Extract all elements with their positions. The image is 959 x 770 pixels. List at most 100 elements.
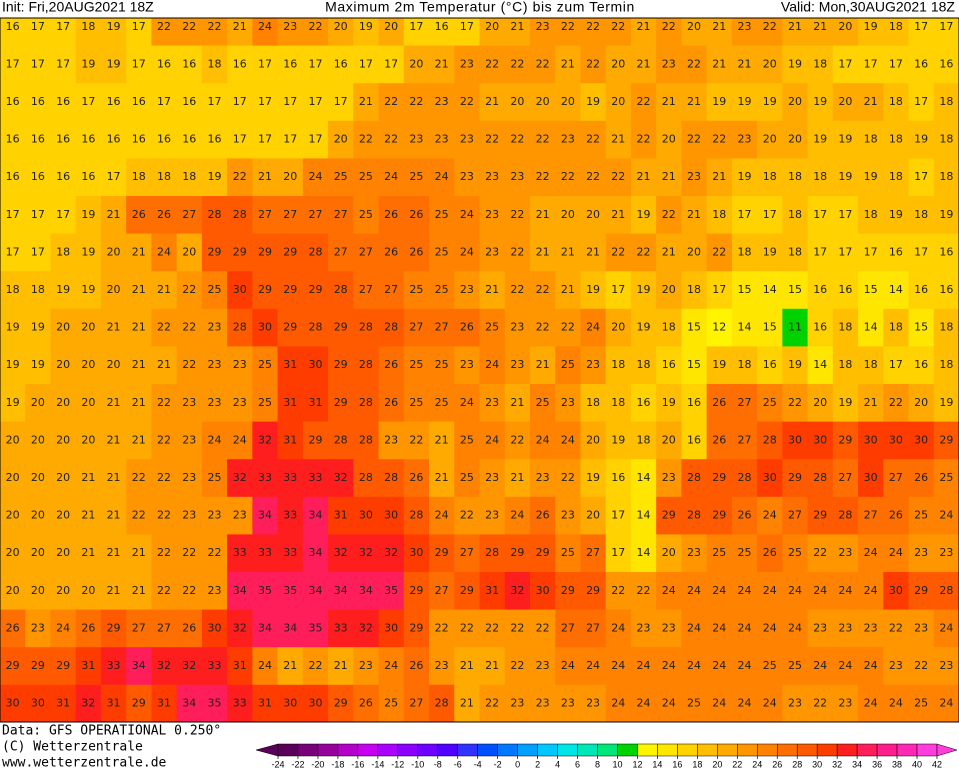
temperature-value: 24 [662, 659, 676, 672]
temperature-value: 23 [737, 133, 751, 146]
temperature-value: 29 [31, 659, 45, 672]
temperature-value: 18 [763, 170, 777, 183]
temperature-cell [302, 18, 329, 47]
temperature-value: 34 [258, 621, 272, 634]
colorbar-swatch [457, 743, 478, 757]
temperature-value: 23 [208, 509, 222, 522]
temperature-cell [706, 496, 733, 535]
temperature-value: 20 [510, 95, 524, 108]
temperature-cell [201, 647, 228, 686]
temperature-value: 23 [31, 621, 45, 634]
temperature-value: 18 [6, 283, 20, 296]
temperature-value: 20 [914, 396, 928, 409]
temperature-value: 22 [510, 245, 524, 258]
temperature-value: 29 [283, 321, 297, 334]
temperature-cell [555, 83, 581, 122]
temperature-value: 23 [788, 697, 802, 710]
temperature-value: 24 [687, 621, 701, 634]
temperature-value: 16 [132, 133, 146, 146]
temperature-cell [454, 421, 480, 460]
temperature-cell [681, 83, 708, 122]
temperature-value: 24 [384, 170, 398, 183]
temperature-cell [328, 271, 354, 310]
temperature-cell [75, 233, 102, 272]
temperature-value: 27 [409, 697, 423, 710]
temperature-value: 20 [56, 358, 70, 371]
temperature-cell [277, 459, 304, 498]
temperature-cell [605, 83, 632, 122]
temperature-value: 16 [157, 133, 171, 146]
temperature-cell [50, 572, 77, 611]
temperature-cell [328, 609, 354, 648]
temperature-value: 22 [813, 697, 827, 710]
temperature-value: 25 [258, 358, 272, 371]
temperature-value: 33 [283, 546, 297, 559]
temperature-value: 23 [182, 433, 196, 446]
temperature-cell [479, 271, 506, 310]
temperature-cell [782, 346, 809, 385]
temperature-cell [479, 18, 506, 47]
temperature-value: 18 [712, 208, 726, 221]
temperature-value: 16 [31, 95, 45, 108]
temperature-value: 20 [813, 396, 827, 409]
temperature-value: 16 [435, 20, 449, 33]
temperature-cell [656, 572, 682, 611]
temperature-value: 23 [561, 396, 575, 409]
temperature-cell [656, 196, 682, 235]
temperature-value: 20 [687, 20, 701, 33]
temperature-cell [681, 609, 708, 648]
temperature-cell [0, 233, 26, 272]
temperature-cell [757, 421, 783, 460]
temperature-cell [832, 233, 859, 272]
temperature-cell [302, 346, 329, 385]
colorbar-tick-label: 32 [832, 759, 842, 769]
temperature-value: 33 [208, 659, 222, 672]
temperature-value: 30 [384, 509, 398, 522]
temperature-value: 28 [359, 433, 373, 446]
temperature-cell [25, 158, 51, 197]
temperature-value: 20 [485, 20, 499, 33]
temperature-cell [126, 421, 152, 460]
temperature-value: 16 [132, 95, 146, 108]
temperature-value: 18 [889, 133, 903, 146]
temperature-value: 22 [510, 433, 524, 446]
temperature-cell [479, 684, 506, 722]
temperature-value: 20 [662, 546, 676, 559]
temperature-value: 27 [258, 208, 272, 221]
temperature-value: 22 [662, 20, 676, 33]
temperature-cell [580, 346, 607, 385]
temperature-cell [176, 18, 203, 47]
temperature-value: 18 [737, 358, 751, 371]
colorbar-arrow-high [936, 743, 958, 757]
temperature-cell [25, 572, 51, 611]
temperature-cell [0, 609, 26, 648]
temperature-cell [176, 496, 203, 535]
temperature-value: 24 [889, 546, 903, 559]
temperature-cell [50, 496, 77, 535]
temperature-cell [883, 647, 910, 686]
temperature-cell [605, 609, 632, 648]
temperature-cell [151, 271, 178, 310]
temperature-cell [25, 196, 51, 235]
cell-layer [0, 18, 959, 722]
temperature-value: 18 [208, 57, 222, 70]
temperature-cell [731, 308, 758, 347]
temperature-value: 26 [712, 396, 726, 409]
temperature-cell [328, 684, 354, 722]
temperature-cell [100, 384, 127, 423]
temperature-value: 23 [485, 396, 499, 409]
temperature-cell [782, 196, 809, 235]
temperature-value: 25 [435, 208, 449, 221]
temperature-cell [580, 684, 607, 722]
temperature-value: 29 [712, 471, 726, 484]
temperature-value: 23 [485, 170, 499, 183]
temperature-cell [580, 158, 607, 197]
temperature-cell [681, 120, 708, 159]
temperature-value: 23 [838, 546, 852, 559]
temperature-value: 31 [233, 659, 247, 672]
temperature-value: 20 [6, 584, 20, 597]
colorbar-tick-label: -10 [411, 759, 424, 769]
temperature-cell [100, 308, 127, 347]
temperature-cell [782, 120, 809, 159]
temperature-value: 19 [586, 95, 600, 108]
